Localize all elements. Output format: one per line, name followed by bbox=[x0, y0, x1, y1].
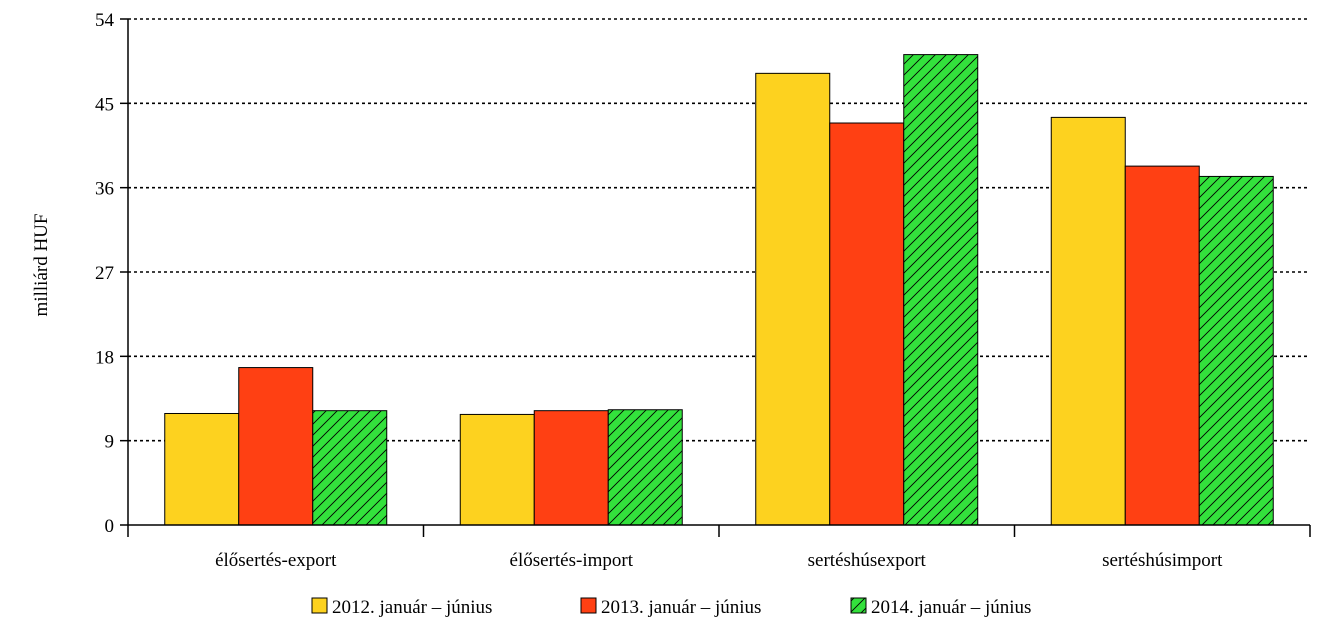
legend-label-3: 2014. január – június bbox=[871, 597, 1031, 618]
legend-swatch-2 bbox=[580, 597, 597, 614]
bar-1-4 bbox=[1050, 116, 1126, 526]
x-tick-label: élősertés-export bbox=[215, 550, 337, 571]
bar-2-1 bbox=[238, 367, 314, 526]
y-tick-label: 9 bbox=[105, 432, 115, 453]
bar-1-3 bbox=[755, 72, 831, 526]
y-tick-label: 27 bbox=[95, 263, 114, 284]
legend: 2012. január – június 2013. január – júni… bbox=[311, 597, 1031, 618]
y-axis-label: milliárd HUF bbox=[31, 214, 52, 317]
legend-swatch-1 bbox=[311, 597, 328, 614]
bar-3-2 bbox=[607, 409, 683, 526]
bars bbox=[164, 54, 1274, 526]
bar-3-4 bbox=[1198, 175, 1274, 526]
x-tick-label: élősertés-import bbox=[510, 550, 634, 571]
bar-3-3 bbox=[903, 54, 979, 526]
legend-label-1: 2012. január – június bbox=[332, 597, 492, 618]
y-tick-label: 0 bbox=[105, 516, 115, 537]
legend-label-2: 2013. január – június bbox=[601, 597, 761, 618]
bar-3-1 bbox=[312, 410, 388, 526]
legend-swatch-3 bbox=[850, 597, 867, 614]
y-tick-label: 45 bbox=[95, 94, 114, 115]
x-tick-label: sertéshúsexport bbox=[808, 550, 927, 571]
y-tick-label: 54 bbox=[95, 10, 115, 31]
x-tick-label: sertéshúsimport bbox=[1102, 550, 1223, 571]
bar-2-4 bbox=[1124, 165, 1200, 526]
bar-1-2 bbox=[459, 413, 535, 526]
bar-2-3 bbox=[829, 122, 905, 526]
y-tick-label: 36 bbox=[95, 179, 114, 200]
y-tick-label: 18 bbox=[95, 347, 114, 368]
bar-2-2 bbox=[533, 410, 609, 526]
bar-1-1 bbox=[164, 412, 240, 526]
axes: 0 9 18 27 36 45 54 élősertés-export élősertés-im… bbox=[95, 10, 1311, 571]
